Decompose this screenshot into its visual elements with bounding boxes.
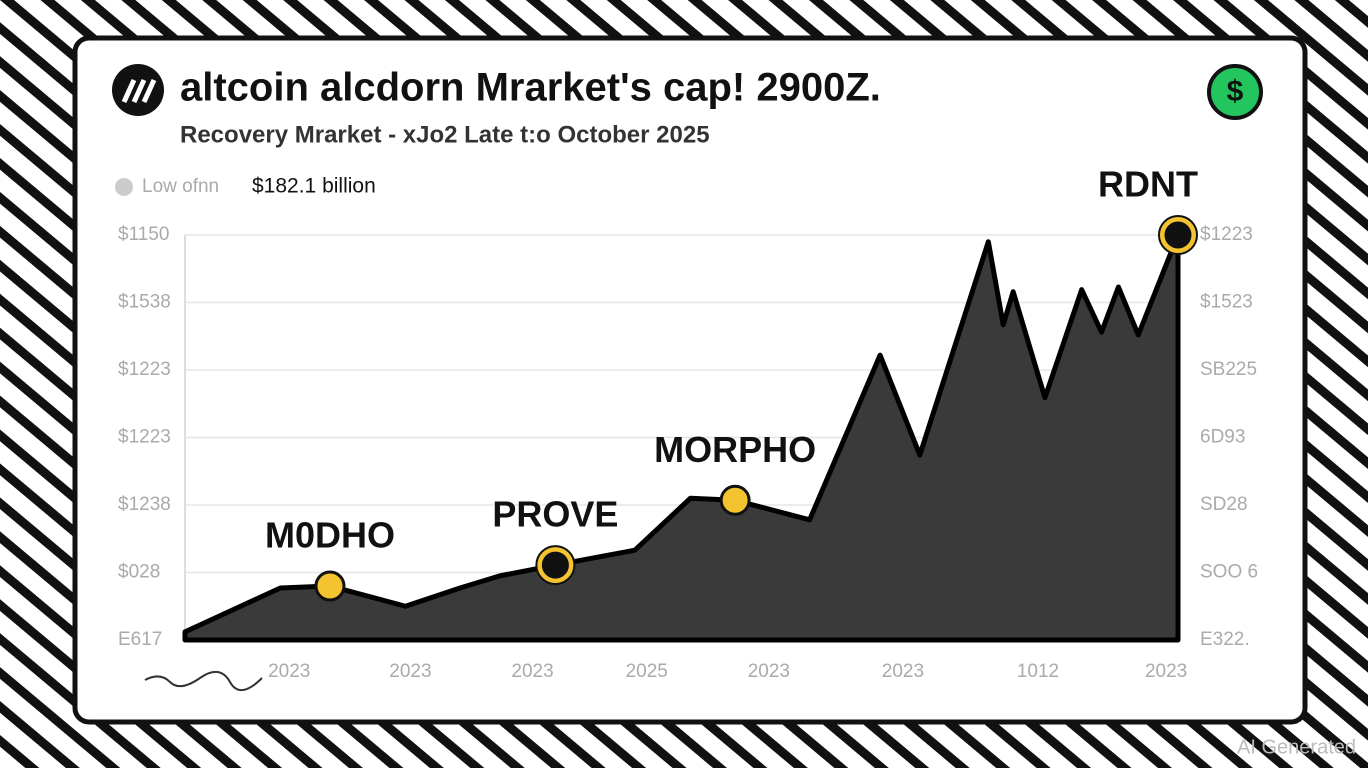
dollar-icon xyxy=(1207,64,1263,120)
scribble xyxy=(144,671,263,691)
point-marker-outline xyxy=(535,545,576,586)
point-marker-outline xyxy=(1158,215,1198,255)
logo xyxy=(112,64,164,116)
y-tick-label: $1538 xyxy=(118,292,171,313)
y2-tick-label: E322. xyxy=(1200,629,1250,650)
x-tick-label: 2023 xyxy=(1145,661,1187,682)
annotation-label: RDNT xyxy=(1098,164,1198,205)
y2-tick-label: SB225 xyxy=(1200,359,1257,380)
x-tick-label: 2023 xyxy=(882,661,924,682)
legend-swatch xyxy=(115,178,133,196)
y-tick-label: $028 xyxy=(118,562,160,583)
watermark: AI Generated xyxy=(1237,736,1356,758)
y-tick-label: $1150 xyxy=(118,224,169,245)
annotation-label: M0DHO xyxy=(265,515,395,556)
y2-tick-label: $1223 xyxy=(1200,224,1253,245)
y-tick-label: $1223 xyxy=(118,427,171,448)
legend-label: Low ofnn xyxy=(142,176,219,197)
y-tick-label: $1223 xyxy=(118,359,171,380)
x-tick-label: 2023 xyxy=(389,661,431,682)
plot: E617 $028 $1238 $1223 $1223 $1538 $1150 E322. SO… xyxy=(118,164,1258,683)
chart-title: altcoin alcdorn Mrarket's cap! 2900Z. xyxy=(180,66,881,110)
x-tick-label: 2023 xyxy=(748,661,790,682)
x-tick-label: 2023 xyxy=(511,661,553,682)
y-tick-label: $1238 xyxy=(118,494,171,515)
y2-tick-label: SD28 xyxy=(1200,494,1248,515)
point-marker xyxy=(536,546,574,584)
point-marker xyxy=(314,570,346,602)
annotation-label: PROVE xyxy=(492,494,618,535)
y2-tick-label: SOO 6 xyxy=(1200,562,1258,583)
chart-subtitle: Recovery Mrarket - xJo2 Late t:o October… xyxy=(180,121,710,148)
point-marker xyxy=(719,484,751,516)
area xyxy=(182,232,1181,643)
x-tick-label: 2025 xyxy=(626,661,668,682)
x-tick-label: 2023 xyxy=(268,661,310,682)
y-tick-label: E617 xyxy=(118,629,162,650)
dollar-icon-label: $ xyxy=(1227,75,1244,108)
y2-tick-label: 6D93 xyxy=(1200,427,1245,448)
point-marker xyxy=(1159,216,1197,254)
annotation-label: MORPHO xyxy=(654,429,816,470)
y2-tick-label: $1523 xyxy=(1200,292,1253,313)
x-tick-label: 1012 xyxy=(1017,661,1059,682)
legend-value: $182.1 billion xyxy=(252,175,376,198)
